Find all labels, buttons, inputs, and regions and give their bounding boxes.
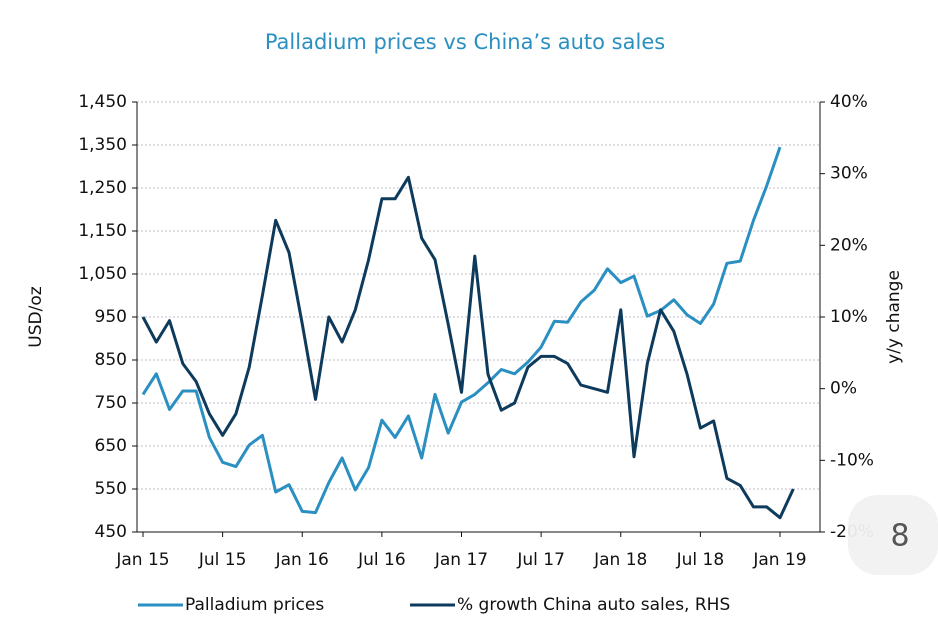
x-tick-label: Jan 18 [593, 550, 647, 570]
x-tick-label: Jan 19 [752, 550, 806, 570]
y2-tick-label: 0% [830, 379, 857, 399]
y2-tick-label: -10% [830, 450, 874, 470]
y-tick-label: 1,050 [78, 264, 127, 284]
y-tick-label: 750 [95, 393, 127, 413]
y-tick-label: 650 [95, 436, 127, 456]
y2-tick-label: 20% [830, 235, 868, 255]
series-line [141, 175, 795, 520]
y-tick-label: 950 [95, 307, 127, 327]
y-tick-label: 1,450 [78, 92, 127, 112]
y-axis-label: USD/oz [26, 286, 46, 347]
x-tick-label: Jan 15 [115, 550, 169, 570]
y-tick-label: 850 [95, 350, 127, 370]
y-tick-label: 450 [95, 522, 127, 542]
y-tick-label: 1,350 [78, 135, 127, 155]
x-tick-label: Jan 16 [275, 550, 329, 570]
y-tick-label: 1,250 [78, 178, 127, 198]
x-tick-label: Jan 17 [434, 550, 488, 570]
badge: 8 [890, 519, 909, 554]
x-tick-label: Jul 15 [198, 550, 247, 570]
y2-tick-label: 10% [830, 307, 868, 327]
y2-tick-label: 40% [830, 92, 868, 112]
y-tick-label: 550 [95, 479, 127, 499]
legend-label: % growth China auto sales, RHS [457, 595, 730, 615]
badge-bg [848, 495, 938, 575]
chart-title: Palladium prices vs China’s auto sales [265, 30, 665, 54]
y2-axis-label: y/y change [884, 270, 904, 364]
series-line [141, 146, 782, 515]
y2-tick-label: 30% [830, 164, 868, 184]
y-tick-label: 1,150 [78, 221, 127, 241]
x-tick-label: Jul 17 [516, 550, 565, 570]
legend-label: Palladium prices [185, 595, 324, 615]
x-tick-label: Jul 18 [676, 550, 725, 570]
x-tick-label: Jul 16 [357, 550, 406, 570]
